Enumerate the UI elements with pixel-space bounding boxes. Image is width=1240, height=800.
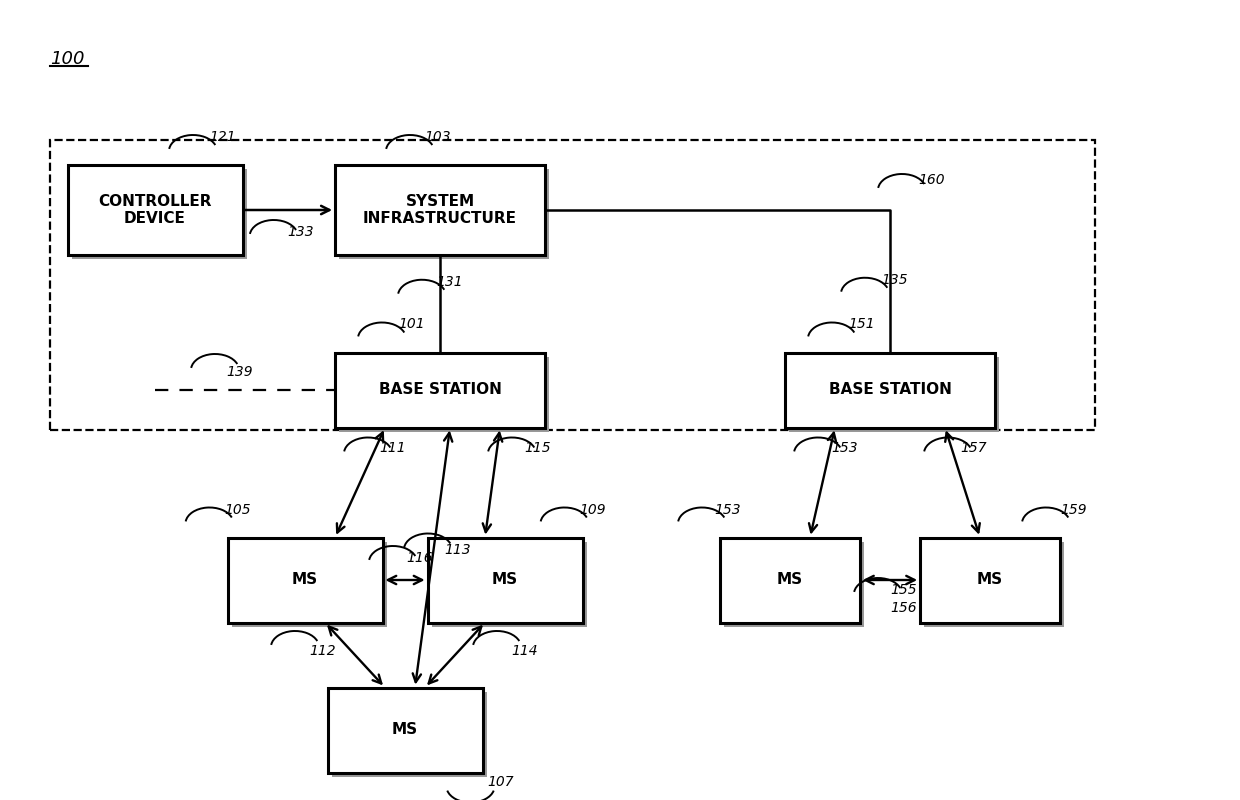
Bar [724, 542, 864, 626]
Text: 109: 109 [579, 502, 606, 517]
Text: 100: 100 [50, 50, 84, 68]
Text: 113: 113 [445, 542, 471, 557]
Text: 135: 135 [882, 273, 909, 286]
Text: 133: 133 [288, 225, 314, 239]
Bar [339, 357, 549, 431]
Bar [924, 542, 1064, 626]
Text: MS: MS [392, 722, 418, 738]
Bar [428, 538, 583, 622]
Bar [335, 353, 546, 427]
Bar [339, 169, 549, 259]
Bar [50, 140, 1095, 430]
Text: 131: 131 [436, 274, 464, 289]
Text: MS: MS [777, 573, 804, 587]
Text: BASE STATION: BASE STATION [378, 382, 501, 398]
Text: 115: 115 [525, 441, 552, 454]
Bar [72, 169, 247, 259]
Text: 114: 114 [512, 644, 538, 658]
Bar [335, 165, 546, 255]
Text: BASE STATION: BASE STATION [828, 382, 951, 398]
Bar [785, 353, 994, 427]
Bar [720, 538, 861, 622]
Bar [327, 687, 482, 773]
Bar [227, 538, 382, 622]
Text: CONTROLLER
DEVICE: CONTROLLER DEVICE [98, 194, 212, 226]
Text: 112: 112 [310, 644, 336, 658]
Bar [789, 357, 999, 431]
Text: 157: 157 [961, 441, 987, 454]
Text: 111: 111 [379, 441, 407, 454]
Text: 107: 107 [487, 775, 513, 790]
Bar [232, 542, 387, 626]
Text: 103: 103 [424, 130, 451, 144]
Text: MS: MS [977, 573, 1003, 587]
Text: 121: 121 [210, 130, 237, 144]
Text: 116: 116 [407, 551, 433, 565]
Text: 159: 159 [1060, 502, 1087, 517]
Text: 151: 151 [848, 318, 875, 331]
Text: 160: 160 [919, 173, 945, 187]
Text: 153: 153 [832, 441, 858, 454]
Text: 155: 155 [890, 583, 918, 597]
Bar [432, 542, 587, 626]
Text: MS: MS [291, 573, 319, 587]
Bar [67, 165, 243, 255]
Text: 153: 153 [714, 502, 742, 517]
Text: 139: 139 [227, 365, 253, 379]
Text: 101: 101 [399, 318, 425, 331]
Text: SYSTEM
INFRASTRUCTURE: SYSTEM INFRASTRUCTURE [363, 194, 517, 226]
Text: 105: 105 [224, 502, 250, 517]
Bar [920, 538, 1060, 622]
Text: MS: MS [492, 573, 518, 587]
Bar [331, 691, 486, 777]
Text: 156: 156 [890, 601, 918, 615]
